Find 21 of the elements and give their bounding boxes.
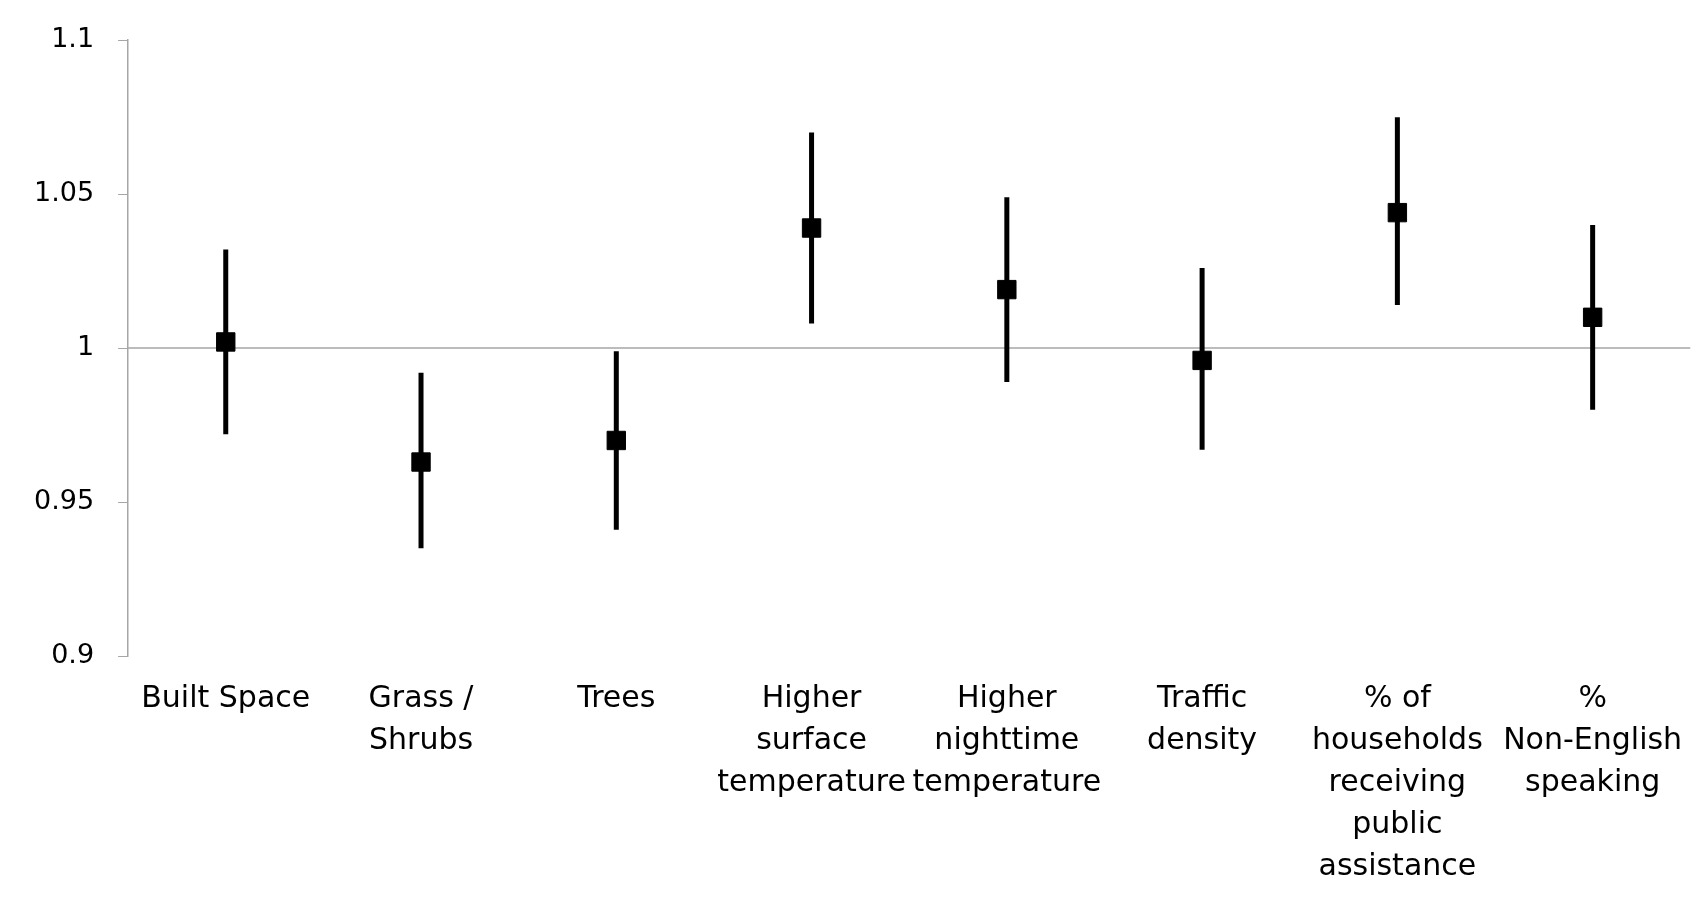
y-tick-label: 0.95 <box>33 484 95 516</box>
point <box>1192 350 1212 371</box>
point <box>606 430 626 451</box>
x-tick-label: Trees <box>576 678 656 714</box>
point <box>411 452 431 472</box>
x-tick-label: Higher nighttime temperature <box>912 678 1102 798</box>
point <box>1387 202 1408 223</box>
y-tick-label: 1 <box>76 330 95 362</box>
x-tick-label: Traffic density <box>1147 678 1258 756</box>
x-tick-label: Higher surface temperature <box>717 678 906 798</box>
point <box>1582 307 1603 327</box>
y-tick-label: 1.05 <box>33 176 95 208</box>
y-tick-label: 0.9 <box>51 638 95 670</box>
x-tick-label: Grass / Shrubs <box>368 678 475 756</box>
y-tick-label: 1.1 <box>51 22 95 54</box>
point <box>997 279 1017 300</box>
point <box>216 332 236 352</box>
point <box>801 218 822 238</box>
x-tick-label: % of households receiving public assistance <box>1311 678 1483 882</box>
x-tick-label: Built Space <box>141 678 311 714</box>
x-tick-label: % Non-English speaking <box>1503 678 1683 798</box>
